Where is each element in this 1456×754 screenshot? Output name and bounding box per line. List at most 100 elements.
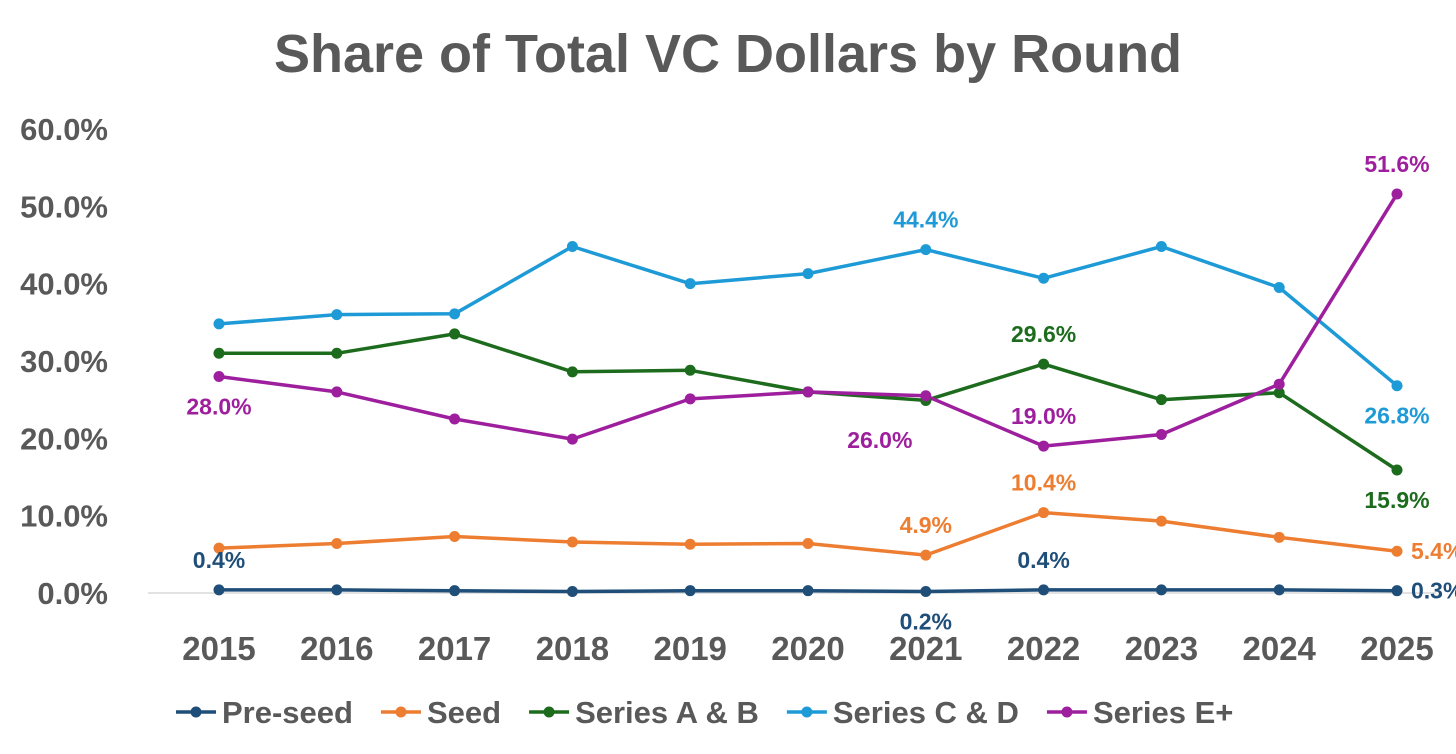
data-point-series-e: [213, 370, 225, 382]
data-point-series-e: [1273, 378, 1285, 390]
data-label: 29.6%: [1011, 321, 1076, 347]
data-point-series-e: [920, 390, 932, 402]
data-point-pre-seed: [1038, 584, 1050, 596]
data-point-pre-seed: [1155, 584, 1167, 596]
data-point-seed: [331, 538, 343, 550]
legend-label: Seed: [427, 695, 501, 730]
x-tick-label: 2019: [653, 630, 726, 667]
series-line-series-a-b: [217, 332, 1399, 472]
data-point-series-c-d: [920, 244, 932, 256]
data-point-pre-seed: [213, 584, 225, 596]
y-tick-label: 40.0%: [20, 267, 108, 302]
data-point-series-e: [566, 433, 578, 445]
data-point-series-a-b: [566, 366, 578, 378]
y-tick-label: 30.0%: [20, 344, 108, 379]
data-point-seed: [684, 538, 696, 550]
data-point-pre-seed: [684, 585, 696, 597]
data-point-series-c-d: [1391, 380, 1403, 392]
legend-swatch-marker: [395, 706, 407, 718]
data-label: 26.0%: [847, 427, 912, 453]
data-label: 19.0%: [1011, 403, 1076, 429]
data-point-series-a-b: [331, 347, 343, 359]
legend-label: Series C & D: [833, 695, 1019, 730]
data-point-series-e: [1038, 440, 1050, 452]
data-point-seed: [1155, 515, 1167, 527]
data-point-series-c-d: [1155, 241, 1167, 253]
data-point-pre-seed: [331, 584, 343, 596]
data-point-pre-seed: [1273, 584, 1285, 596]
data-point-series-a-b: [1155, 394, 1167, 406]
data-label: 51.6%: [1364, 151, 1429, 177]
y-tick-label: 20.0%: [20, 421, 108, 456]
data-point-series-c-d: [213, 318, 225, 330]
data-point-series-c-d: [802, 268, 814, 280]
x-tick-label: 2022: [1007, 630, 1080, 667]
data-label: 26.8%: [1364, 403, 1429, 429]
legend-swatch-marker: [190, 706, 202, 718]
data-label: 0.3%: [1411, 578, 1456, 604]
data-label: 4.9%: [900, 512, 952, 538]
data-point-series-a-b: [1391, 464, 1403, 476]
data-point-series-e: [331, 386, 343, 398]
legend-item-pre-seed: Pre-seed: [176, 695, 353, 730]
data-point-series-c-d: [684, 278, 696, 290]
data-point-series-c-d: [331, 309, 343, 321]
data-point-pre-seed: [566, 585, 578, 597]
data-label: 15.9%: [1364, 487, 1429, 513]
x-tick-label: 2015: [182, 630, 255, 667]
legend-item-series-c-d: Series C & D: [786, 695, 1019, 730]
legend-item-series-e: Series E+: [1046, 695, 1233, 730]
data-point-pre-seed: [1391, 585, 1403, 597]
data-point-series-e: [1391, 188, 1403, 200]
y-tick-label: 0.0%: [37, 576, 108, 611]
y-tick-label: 10.0%: [20, 499, 108, 534]
data-point-pre-seed: [920, 585, 932, 597]
legend-label: Pre-seed: [222, 695, 353, 730]
series-line-series-e: [217, 192, 1399, 448]
legend-item-seed: Seed: [380, 695, 501, 730]
data-point-series-c-d: [449, 308, 461, 320]
data-label: 10.4%: [1011, 470, 1076, 496]
data-point-series-e: [684, 393, 696, 405]
data-point-seed: [213, 542, 225, 554]
data-point-series-e: [1155, 428, 1167, 440]
legend-item-series-a-b: Series A & B: [529, 695, 759, 730]
legend-label: Series E+: [1093, 695, 1233, 730]
data-point-series-a-b: [449, 328, 461, 340]
data-point-seed: [566, 536, 578, 548]
data-label: 5.4%: [1411, 538, 1456, 564]
legend: Pre-seed Seed Series A & B Series C & D Seri…: [176, 695, 1233, 730]
data-point-series-a-b: [213, 347, 225, 359]
data-label: 44.4%: [893, 207, 958, 233]
data-point-pre-seed: [802, 585, 814, 597]
legend-swatch-marker: [801, 706, 813, 718]
legend-label: Series A & B: [575, 695, 759, 730]
data-point-seed: [802, 538, 814, 550]
x-tick-label: 2020: [771, 630, 844, 667]
data-point-pre-seed: [449, 585, 461, 597]
y-tick-label: 60.0%: [20, 112, 108, 147]
data-point-seed: [1391, 545, 1403, 557]
data-label: 28.0%: [186, 393, 251, 419]
y-tick-label: 50.0%: [20, 189, 108, 224]
x-tick-label: 2025: [1360, 630, 1433, 667]
data-point-series-a-b: [1038, 358, 1050, 370]
data-point-series-e: [802, 386, 814, 398]
series-markers: [213, 188, 1403, 597]
x-tick-label: 2023: [1125, 630, 1198, 667]
data-labels: 0.4% 0.2% 0.4% 0.3% 4.9% 10.4% 5.4% 29.6% 15.9% 4…: [186, 151, 1456, 634]
data-point-seed: [1273, 531, 1285, 543]
data-point-series-c-d: [1273, 282, 1285, 294]
data-point-series-a-b: [1273, 387, 1285, 399]
series-line-series-c-d: [217, 244, 1399, 388]
legend-swatch-marker: [543, 706, 555, 718]
x-tick-label: 2021: [889, 630, 962, 667]
x-tick-label: 2018: [536, 630, 609, 667]
data-point-series-a-b: [684, 364, 696, 376]
data-label: 0.4%: [193, 547, 245, 573]
x-tick-label: 2016: [300, 630, 373, 667]
chart-title: Share of Total VC Dollars by Round: [274, 24, 1182, 84]
data-point-seed: [449, 531, 461, 543]
